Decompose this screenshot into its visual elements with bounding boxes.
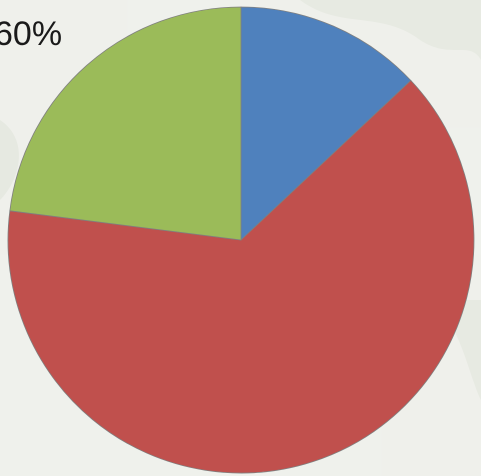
map-shape xyxy=(300,0,481,60)
map-shape xyxy=(0,120,19,200)
pie-slice xyxy=(7,79,475,474)
pie-slice xyxy=(9,6,242,241)
pie xyxy=(7,6,475,474)
annotation: 60% xyxy=(0,15,62,53)
pie-slice xyxy=(240,6,412,241)
map-shape xyxy=(430,300,481,400)
